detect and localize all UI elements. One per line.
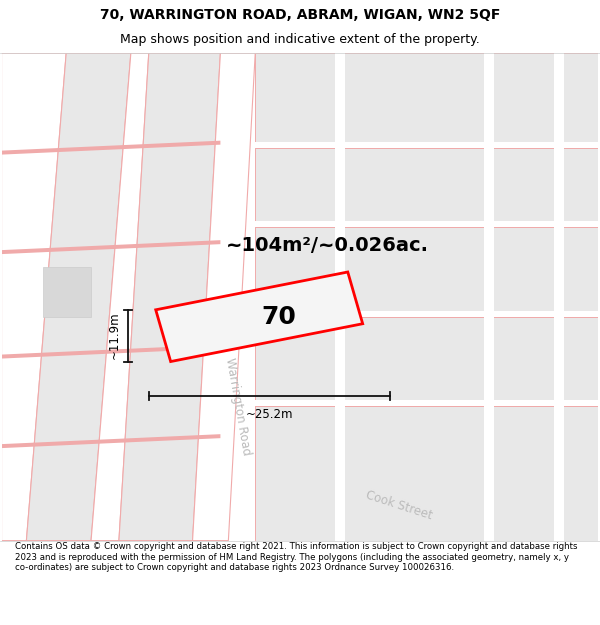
Polygon shape	[489, 406, 559, 541]
Text: Contains OS data © Crown copyright and database right 2021. This information is : Contains OS data © Crown copyright and d…	[15, 542, 577, 572]
Polygon shape	[340, 148, 489, 228]
Polygon shape	[2, 240, 220, 254]
Polygon shape	[340, 317, 489, 406]
Polygon shape	[26, 53, 131, 541]
Polygon shape	[255, 221, 598, 228]
Polygon shape	[255, 53, 340, 148]
Polygon shape	[340, 53, 489, 148]
Polygon shape	[119, 53, 220, 541]
Polygon shape	[255, 401, 598, 406]
Polygon shape	[193, 53, 255, 541]
Polygon shape	[91, 53, 149, 541]
Polygon shape	[559, 228, 598, 317]
Polygon shape	[559, 317, 598, 406]
Polygon shape	[2, 434, 220, 448]
Polygon shape	[484, 53, 494, 541]
Text: ~25.2m: ~25.2m	[245, 408, 293, 421]
Polygon shape	[559, 406, 598, 541]
Polygon shape	[554, 53, 563, 541]
Polygon shape	[156, 272, 362, 361]
Polygon shape	[255, 148, 340, 228]
Polygon shape	[2, 53, 66, 541]
Polygon shape	[489, 53, 559, 148]
Polygon shape	[255, 142, 598, 148]
Polygon shape	[255, 317, 340, 406]
Polygon shape	[335, 53, 345, 541]
Polygon shape	[2, 141, 220, 154]
Text: Warrington Road: Warrington Road	[223, 356, 253, 456]
Text: Map shows position and indicative extent of the property.: Map shows position and indicative extent…	[120, 33, 480, 46]
Text: 70: 70	[262, 305, 296, 329]
Polygon shape	[489, 317, 559, 406]
Polygon shape	[489, 228, 559, 317]
Polygon shape	[340, 406, 489, 541]
Text: Cook Street: Cook Street	[365, 489, 434, 522]
Polygon shape	[255, 228, 340, 317]
Polygon shape	[559, 148, 598, 228]
Polygon shape	[559, 53, 598, 148]
Text: ~104m²/~0.026ac.: ~104m²/~0.026ac.	[226, 236, 428, 254]
Text: ~11.9m: ~11.9m	[107, 312, 121, 359]
Polygon shape	[340, 228, 489, 317]
Text: 70, WARRINGTON ROAD, ABRAM, WIGAN, WN2 5QF: 70, WARRINGTON ROAD, ABRAM, WIGAN, WN2 5…	[100, 8, 500, 22]
Polygon shape	[43, 267, 91, 317]
Polygon shape	[2, 344, 220, 359]
Polygon shape	[489, 148, 559, 228]
Polygon shape	[255, 311, 598, 317]
Polygon shape	[255, 406, 340, 541]
